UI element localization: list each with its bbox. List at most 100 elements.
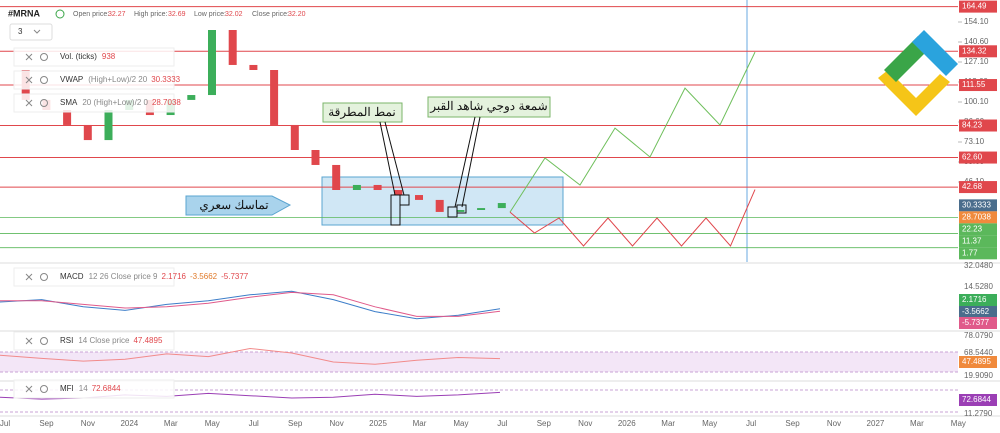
support-label-bg bbox=[959, 235, 997, 248]
macd-line bbox=[0, 290, 501, 320]
candle bbox=[352, 184, 361, 190]
sma-label-bg bbox=[959, 211, 997, 224]
indicator-row bbox=[13, 47, 175, 67]
annotation-arrow bbox=[185, 195, 292, 216]
vwap-label-bg bbox=[959, 199, 997, 212]
price-tick-label: 73.10 bbox=[964, 137, 985, 146]
indicator-value: 28.7038 bbox=[152, 98, 181, 107]
support-label: 22.23 bbox=[962, 224, 983, 233]
pointer bbox=[454, 116, 476, 208]
settings-icon[interactable] bbox=[40, 99, 48, 107]
rsi-line bbox=[0, 347, 501, 365]
time-label: May bbox=[702, 419, 717, 428]
pane-value-label: 47.4895 bbox=[962, 357, 991, 366]
candle bbox=[394, 190, 403, 196]
dropdown-icon bbox=[33, 29, 41, 34]
settings-icon[interactable] bbox=[40, 385, 48, 393]
annotation-consolidation: تماسك سعري bbox=[199, 198, 268, 212]
indicator-value: 2.1716 bbox=[162, 272, 187, 281]
indicator-value: 47.4895 bbox=[133, 336, 162, 345]
settings-icon[interactable] bbox=[40, 53, 48, 61]
pane-value-bg bbox=[959, 356, 997, 368]
time-label: Sep bbox=[785, 419, 800, 428]
time-label: Mar bbox=[661, 419, 675, 428]
indicator-name: Vol. (ticks) bbox=[60, 52, 97, 61]
remove-icon[interactable] bbox=[25, 99, 33, 107]
low-label: Low price: bbox=[194, 11, 226, 18]
close-label: Close price: bbox=[252, 11, 289, 18]
support-label: 1.77 bbox=[962, 248, 978, 257]
remove-icon[interactable] bbox=[25, 337, 33, 345]
indicator-value: -5.7377 bbox=[221, 272, 249, 281]
interval-value[interactable]: 3 bbox=[18, 27, 23, 36]
remove-icon[interactable] bbox=[25, 385, 33, 393]
candle bbox=[456, 210, 465, 212]
candle bbox=[290, 124, 299, 150]
indicator-value: 72.6844 bbox=[92, 384, 121, 393]
settings-icon[interactable] bbox=[40, 76, 48, 84]
remove-icon[interactable] bbox=[25, 53, 33, 61]
settings-icon[interactable] bbox=[40, 273, 48, 281]
resistance-label-bg bbox=[959, 181, 997, 194]
indicator-rows: Vol. (ticks) 938 VWAP (High+Low)/2 20 30.333… bbox=[13, 47, 249, 399]
candle bbox=[104, 110, 113, 141]
settings-icon[interactable] bbox=[40, 337, 48, 345]
price-tick-label: 154.10 bbox=[964, 17, 989, 26]
pane-value-label: -3.5662 bbox=[962, 307, 990, 316]
candle bbox=[477, 208, 486, 210]
time-label: Mar bbox=[910, 419, 924, 428]
indicator-name: MACD bbox=[60, 272, 84, 281]
resistance-label-bg bbox=[959, 151, 997, 164]
clock-icon bbox=[55, 9, 65, 19]
annotation-box bbox=[322, 102, 403, 123]
candle bbox=[435, 199, 444, 212]
pane-value-label: 2.1716 bbox=[962, 295, 987, 304]
pane-value-bg bbox=[959, 306, 997, 318]
pane-value-label: 72.6844 bbox=[962, 395, 991, 404]
indicator-row bbox=[13, 267, 175, 287]
indicator-row bbox=[13, 331, 175, 351]
macd-axis-label: 14.5280 bbox=[964, 282, 993, 291]
annotation-box bbox=[427, 96, 551, 118]
vwap-label: 30.3333 bbox=[962, 200, 991, 209]
indicator-params: 14 bbox=[79, 384, 88, 393]
candle bbox=[228, 30, 237, 65]
pane-value-bg bbox=[959, 294, 997, 306]
time-label: 2026 bbox=[618, 419, 636, 428]
bullish-forecast bbox=[509, 51, 756, 213]
resistance-label-bg bbox=[959, 45, 997, 58]
support-label: 11.37 bbox=[962, 236, 982, 245]
resistance-label: 42.68 bbox=[962, 182, 983, 191]
time-label: Jul bbox=[0, 419, 10, 428]
price-tick-label: 140.60 bbox=[964, 37, 989, 46]
high-label: High price: bbox=[134, 11, 168, 18]
resistance-label: 111.55 bbox=[962, 80, 986, 89]
resistance-label: 164.49 bbox=[962, 2, 987, 11]
remove-icon[interactable] bbox=[25, 273, 33, 281]
time-label: Nov bbox=[827, 419, 841, 428]
marker-box bbox=[399, 194, 410, 206]
time-label: Jul bbox=[249, 419, 259, 428]
indicator-params: 20 (High+Low)/2 0 bbox=[82, 98, 148, 107]
rsi-axis-label: 68.5440 bbox=[964, 348, 993, 357]
interval-select[interactable] bbox=[9, 23, 53, 41]
time-label: Nov bbox=[81, 419, 95, 428]
resistance-label: 62.60 bbox=[962, 153, 983, 162]
resistance-label-bg bbox=[959, 119, 997, 132]
candle bbox=[83, 124, 92, 141]
rsi-axis-label: 19.9090 bbox=[964, 371, 993, 380]
resistance-label-bg bbox=[959, 79, 997, 92]
time-label: May bbox=[453, 419, 468, 428]
time-label: Sep bbox=[39, 419, 54, 428]
time-label: Sep bbox=[288, 419, 303, 428]
indicator-params: 14 Close price bbox=[78, 336, 130, 345]
resistance-label: 84.23 bbox=[962, 121, 983, 130]
indicator-name: MFI bbox=[60, 384, 74, 393]
forecast bbox=[509, 51, 756, 247]
remove-icon[interactable] bbox=[25, 76, 33, 84]
symbol: #MRNA bbox=[8, 8, 41, 18]
pointer bbox=[384, 121, 405, 196]
candle bbox=[187, 95, 196, 100]
low-value: 32.02 bbox=[225, 11, 243, 18]
